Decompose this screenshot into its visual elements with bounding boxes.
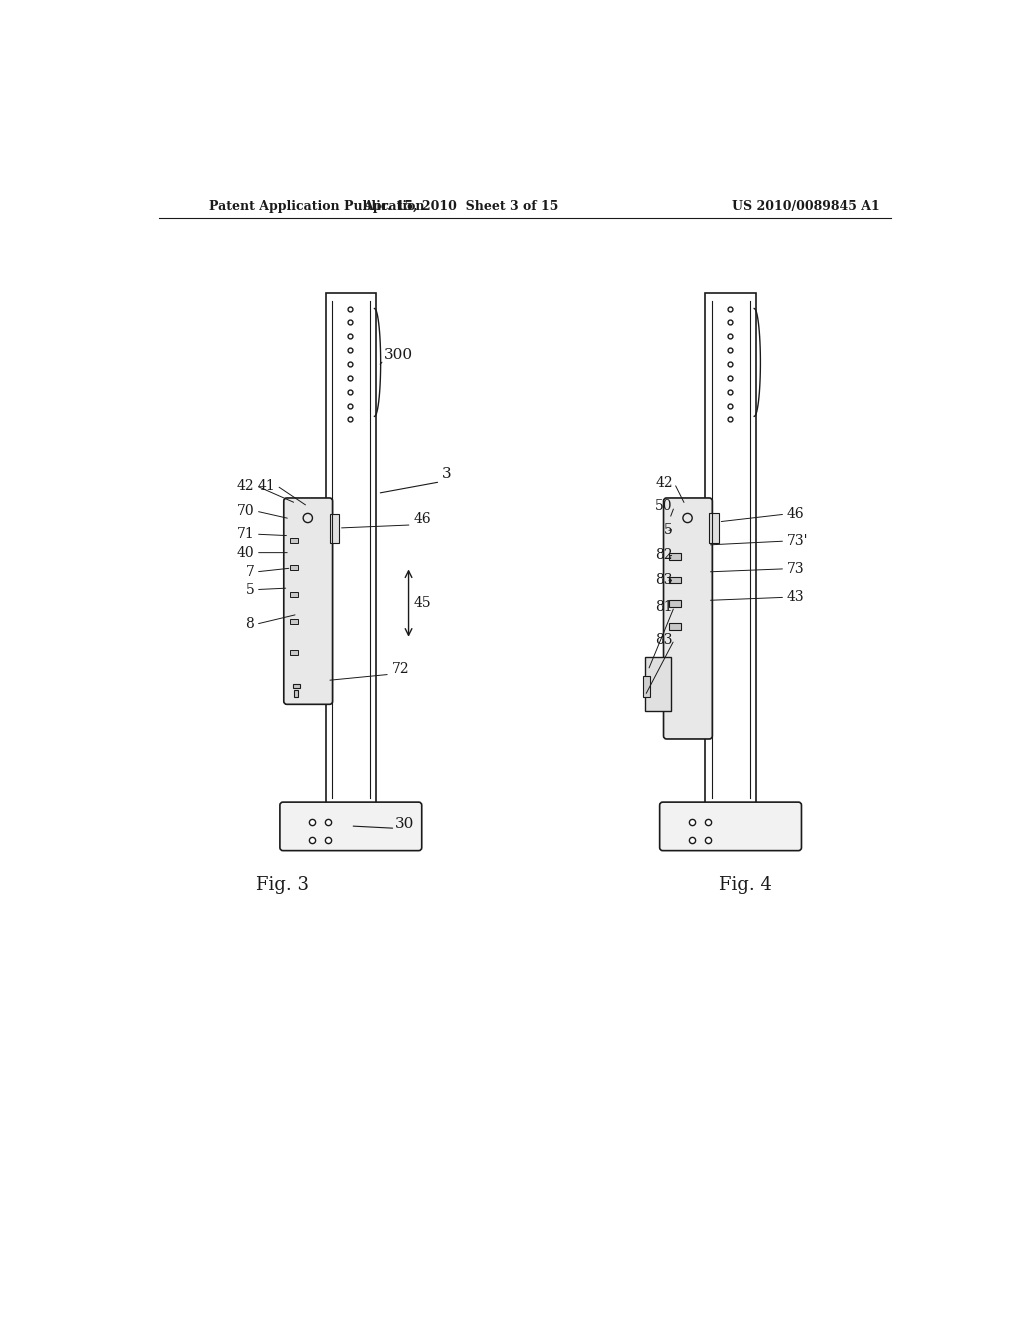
Text: 73': 73'	[786, 535, 808, 548]
Text: 5: 5	[246, 582, 254, 597]
Text: 45: 45	[414, 595, 431, 610]
Text: Fig. 4: Fig. 4	[719, 876, 772, 894]
Bar	[710, 512, 719, 544]
Text: 72: 72	[391, 661, 410, 676]
Bar	[290, 619, 298, 624]
Bar	[290, 539, 298, 544]
Bar	[290, 649, 298, 655]
Text: 83: 83	[655, 573, 673, 587]
Text: 8: 8	[246, 618, 254, 631]
Bar	[669, 599, 681, 607]
Bar	[293, 684, 300, 688]
Bar	[643, 676, 650, 697]
Text: 83: 83	[655, 632, 673, 647]
Text: 30: 30	[395, 817, 415, 832]
Text: 40: 40	[237, 545, 254, 560]
Text: 41: 41	[257, 479, 275, 492]
Text: 82: 82	[655, 548, 673, 562]
FancyBboxPatch shape	[664, 498, 713, 739]
Bar	[706, 293, 756, 805]
Text: 73: 73	[786, 562, 805, 576]
Text: 46: 46	[786, 507, 805, 521]
Text: 5: 5	[665, 523, 673, 536]
Text: US 2010/0089845 A1: US 2010/0089845 A1	[732, 199, 881, 213]
Bar	[669, 577, 681, 583]
Text: Patent Application Publication: Patent Application Publication	[209, 199, 425, 213]
FancyBboxPatch shape	[284, 498, 333, 705]
Text: 81: 81	[655, 599, 673, 614]
Bar	[294, 690, 298, 697]
Bar	[669, 623, 681, 630]
Text: 7: 7	[246, 565, 254, 579]
Text: Fig. 3: Fig. 3	[256, 876, 309, 894]
FancyBboxPatch shape	[280, 803, 422, 850]
Text: 3: 3	[442, 467, 452, 480]
Text: 71: 71	[237, 527, 254, 541]
Bar	[290, 591, 298, 598]
Bar	[330, 515, 339, 544]
Text: 43: 43	[786, 590, 805, 605]
Bar	[326, 293, 376, 805]
Text: 300: 300	[384, 347, 413, 362]
Bar	[669, 553, 681, 561]
Text: 42: 42	[655, 477, 673, 490]
Text: 46: 46	[414, 512, 431, 525]
Bar	[290, 565, 298, 570]
FancyBboxPatch shape	[659, 803, 802, 850]
Text: 42: 42	[237, 479, 254, 492]
Bar	[645, 657, 671, 711]
Text: 70: 70	[237, 504, 254, 517]
Text: 50: 50	[655, 499, 673, 513]
Text: Apr. 15, 2010  Sheet 3 of 15: Apr. 15, 2010 Sheet 3 of 15	[364, 199, 559, 213]
